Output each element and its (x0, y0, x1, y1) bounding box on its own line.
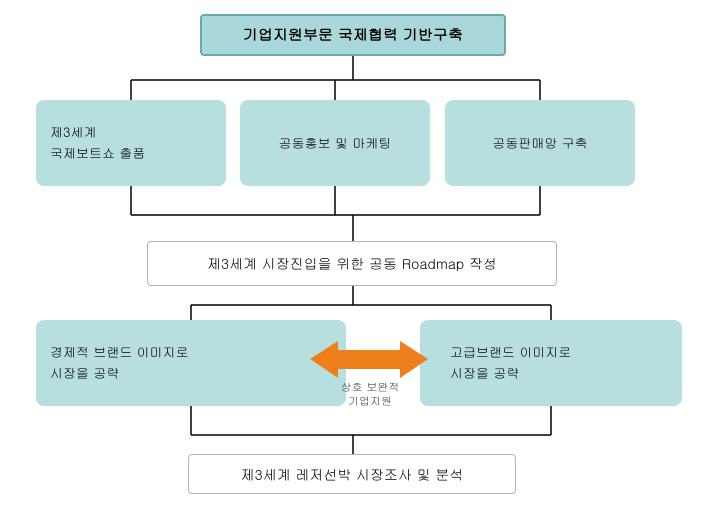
title-node: 기업지원부문 국제협력 기반구축 (200, 14, 506, 56)
node-roadmap: 제3세계 시장진입을 위한 공동 Roadmap 작성 (147, 241, 557, 286)
node-premium-brand: 고급브랜드 이미지로 시장을 공략 (420, 320, 682, 406)
node-salesnet: 공동판매망 구축 (445, 100, 635, 186)
node-boatshow-line2: 국제보트쇼 출품 (50, 143, 145, 164)
node-boatshow: 제3세계 국제보트쇼 출품 (36, 100, 226, 186)
node-roadmap-text: 제3세계 시장진입을 위한 공동 Roadmap 작성 (207, 252, 497, 274)
node-market-research: 제3세계 레저선박 시장조사 및 분석 (188, 454, 516, 494)
node-market-research-text: 제3세계 레저선박 시장조사 및 분석 (241, 463, 464, 485)
node-economic-brand-line2: 시장을 공략 (50, 363, 119, 384)
node-premium-brand-line2: 시장을 공략 (450, 363, 519, 384)
arrow-label-line2: 기업지원 (348, 394, 392, 409)
node-premium-brand-line1: 고급브랜드 이미지로 (450, 342, 571, 363)
node-economic-brand: 경제적 브랜드 이미지로 시장을 공략 (36, 320, 346, 406)
arrow-label-line1: 상호 보완적 (341, 380, 400, 395)
node-boatshow-line1: 제3세계 (50, 122, 96, 143)
node-marketing: 공동홍보 및 마케팅 (240, 100, 430, 186)
node-economic-brand-line1: 경제적 브랜드 이미지로 (50, 342, 189, 363)
node-salesnet-text: 공동판매망 구축 (492, 133, 587, 154)
double-arrow-icon (310, 341, 428, 378)
arrow-label: 상호 보완적 기업지원 (335, 381, 405, 410)
node-marketing-text: 공동홍보 및 마케팅 (279, 133, 392, 154)
title-text: 기업지원부문 국제협력 기반구축 (243, 23, 463, 47)
